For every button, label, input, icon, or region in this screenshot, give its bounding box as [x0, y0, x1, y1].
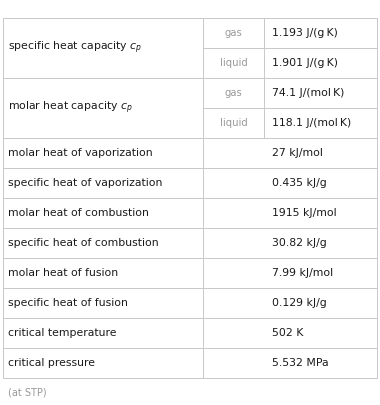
Text: (at STP): (at STP) [8, 388, 47, 398]
Text: molar heat of fusion: molar heat of fusion [8, 268, 119, 278]
Text: critical pressure: critical pressure [8, 358, 95, 368]
Text: 0.129 kJ/g: 0.129 kJ/g [272, 298, 326, 308]
Text: 502 K: 502 K [272, 328, 303, 338]
Text: molar heat of combustion: molar heat of combustion [8, 208, 149, 218]
Text: 74.1 J/(mol K): 74.1 J/(mol K) [272, 88, 344, 98]
Text: molar heat capacity $c_p$: molar heat capacity $c_p$ [8, 100, 133, 116]
Text: 1.901 J/(g K): 1.901 J/(g K) [272, 58, 338, 68]
Text: liquid: liquid [220, 58, 248, 68]
Text: 0.435 kJ/g: 0.435 kJ/g [272, 178, 326, 188]
Text: liquid: liquid [220, 118, 248, 128]
Text: 1915 kJ/mol: 1915 kJ/mol [272, 208, 336, 218]
Text: specific heat capacity $c_p$: specific heat capacity $c_p$ [8, 40, 143, 56]
Text: 7.99 kJ/mol: 7.99 kJ/mol [272, 268, 333, 278]
Text: critical temperature: critical temperature [8, 328, 117, 338]
Text: 27 kJ/mol: 27 kJ/mol [272, 148, 323, 158]
Text: 1.193 J/(g K): 1.193 J/(g K) [272, 28, 337, 38]
Text: gas: gas [225, 28, 242, 38]
Text: specific heat of fusion: specific heat of fusion [8, 298, 128, 308]
Text: 30.82 kJ/g: 30.82 kJ/g [272, 238, 326, 248]
Text: molar heat of vaporization: molar heat of vaporization [8, 148, 153, 158]
Text: 118.1 J/(mol K): 118.1 J/(mol K) [272, 118, 351, 128]
Text: specific heat of combustion: specific heat of combustion [8, 238, 159, 248]
Text: gas: gas [225, 88, 242, 98]
Text: 5.532 MPa: 5.532 MPa [272, 358, 328, 368]
Bar [3, 18, 377, 378]
Text: specific heat of vaporization: specific heat of vaporization [8, 178, 163, 188]
